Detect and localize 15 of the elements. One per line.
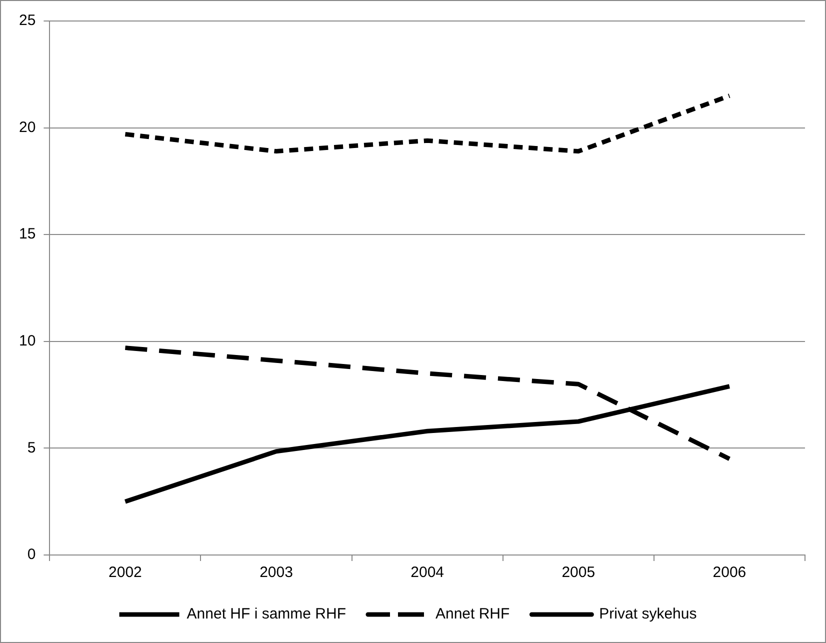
x-tick-label: 2004 <box>410 564 444 582</box>
y-tick-label: 15 <box>18 226 36 243</box>
y-tick-label: 25 <box>18 12 36 30</box>
x-tick-label: 2002 <box>108 564 142 582</box>
y-tick-label: 10 <box>18 332 36 350</box>
y-tick-label: 0 <box>27 546 36 564</box>
x-tick-label: 2005 <box>562 564 596 582</box>
y-tick-label: 20 <box>18 118 36 136</box>
x-tick-label: 2003 <box>260 564 293 582</box>
x-tick-label: 2006 <box>712 564 746 582</box>
legend-label: Annet HF i samme RHF <box>186 606 346 623</box>
line-series <box>122 94 732 154</box>
legend-label: Annet RHF <box>435 606 510 623</box>
y-tick-label: 5 <box>27 439 36 456</box>
legend-label: Privat sykehus <box>599 606 697 623</box>
